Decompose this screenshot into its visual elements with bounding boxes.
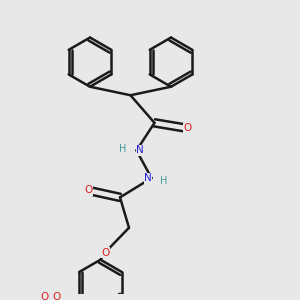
Text: N: N — [144, 173, 152, 183]
Text: H: H — [160, 176, 167, 186]
Text: H: H — [119, 144, 127, 154]
Text: O: O — [183, 123, 192, 134]
Text: O: O — [101, 248, 109, 258]
Text: O: O — [84, 185, 93, 196]
Text: N: N — [136, 146, 144, 155]
Text: O: O — [52, 292, 61, 300]
Text: O: O — [40, 292, 48, 300]
